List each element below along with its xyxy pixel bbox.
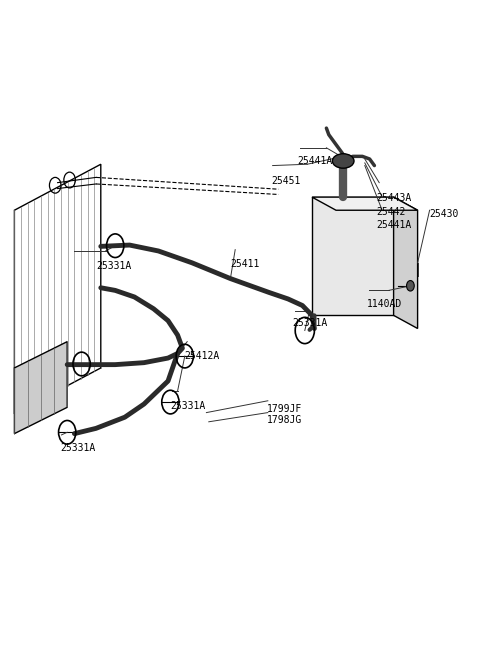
Text: 25331A: 25331A xyxy=(96,261,131,271)
Text: 25441A: 25441A xyxy=(298,156,333,166)
Ellipse shape xyxy=(332,154,354,168)
Text: 25331A: 25331A xyxy=(293,318,328,328)
Text: 25442: 25442 xyxy=(377,206,406,217)
Polygon shape xyxy=(312,197,394,315)
Polygon shape xyxy=(14,342,67,434)
Text: 25430: 25430 xyxy=(430,208,459,219)
Polygon shape xyxy=(312,197,418,210)
Text: 25412A: 25412A xyxy=(185,351,220,361)
Text: 25443A: 25443A xyxy=(377,193,412,204)
Polygon shape xyxy=(394,197,418,328)
Circle shape xyxy=(407,281,414,291)
Text: 1798JG: 1798JG xyxy=(266,415,301,426)
Text: 25451: 25451 xyxy=(271,175,300,186)
Text: 25411: 25411 xyxy=(230,259,260,269)
Text: 1140AD: 1140AD xyxy=(367,298,402,309)
Text: 25331A: 25331A xyxy=(60,443,95,453)
Text: 1799JF: 1799JF xyxy=(266,403,301,414)
Text: 25441A: 25441A xyxy=(377,219,412,230)
Text: 25331A: 25331A xyxy=(170,401,205,411)
